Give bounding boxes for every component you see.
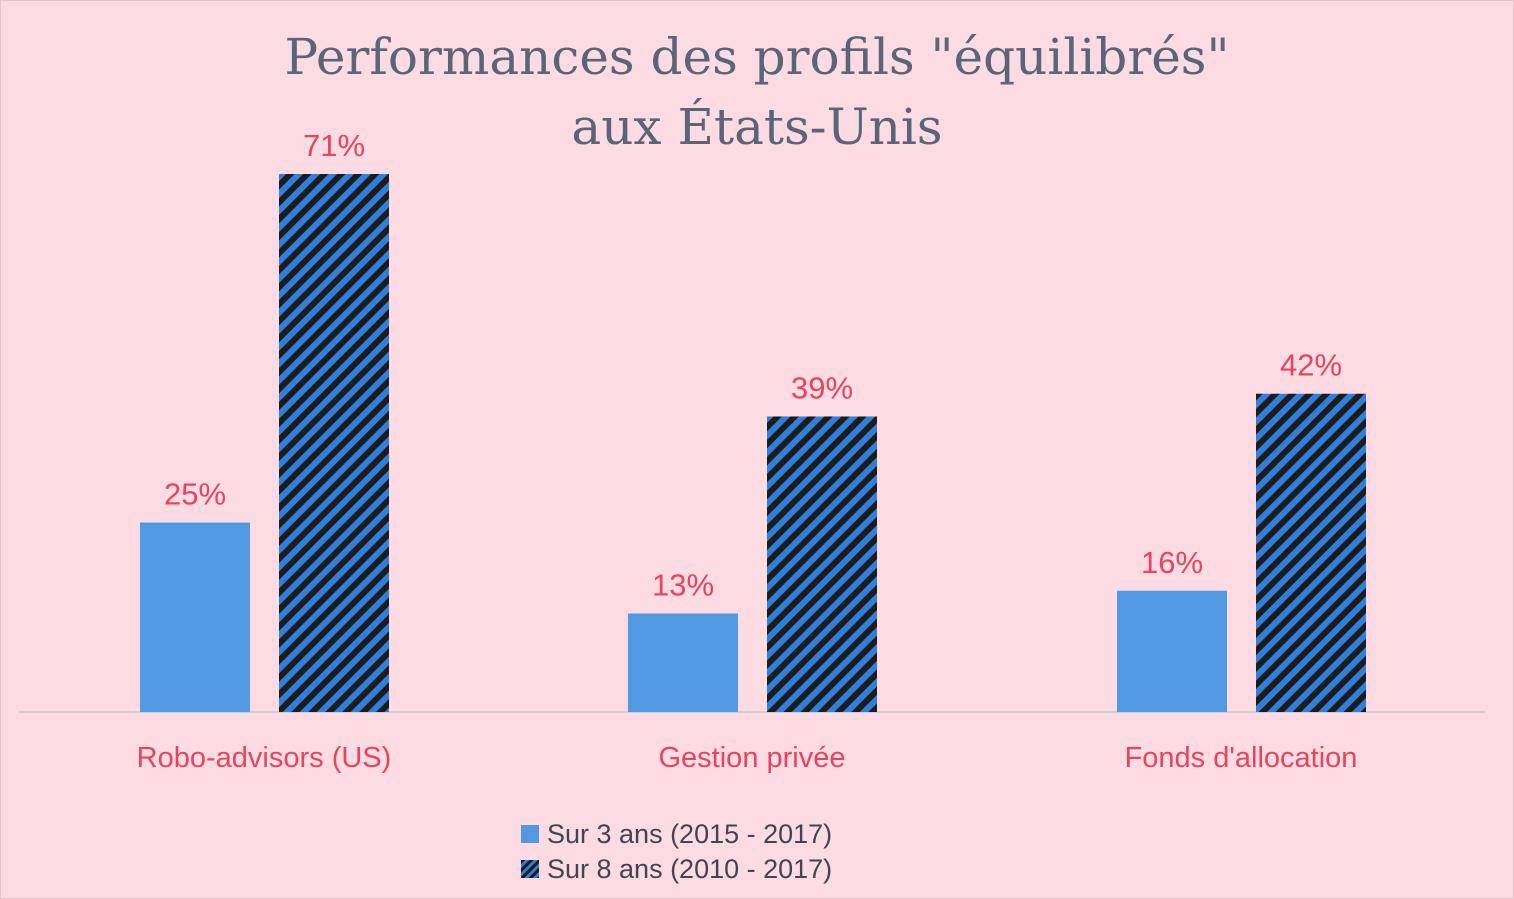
legend-item-3-ans: Sur 3 ans (2015 - 2017) — [521, 817, 832, 851]
data-label-series1-cat1: 25% — [164, 477, 226, 512]
category-label-3: Fonds d'allocation — [1125, 742, 1358, 774]
legend-label: Sur 8 ans (2010 - 2017) — [547, 853, 833, 884]
data-label-series1-cat2: 13% — [652, 567, 714, 602]
legend-swatch-solid — [521, 825, 539, 843]
data-label-series2-cat1: 71% — [303, 128, 365, 163]
chart-title-line-2: aux États-Unis — [571, 98, 943, 156]
bar-series1-cat2 — [628, 613, 738, 712]
bar-series2-cat3 — [1256, 393, 1366, 712]
chart-title-line-1: Performances des profils "équilibrés" — [284, 28, 1230, 86]
category-label-2: Gestion privée — [659, 742, 846, 774]
bar-series2-cat1 — [279, 174, 389, 712]
data-label-series2-cat3: 42% — [1280, 348, 1342, 383]
data-label-series1-cat3: 16% — [1141, 545, 1203, 580]
data-label-series2-cat2: 39% — [791, 370, 853, 405]
legend-label: Sur 3 ans (2015 - 2017) — [547, 818, 833, 849]
bar-series2-cat2 — [767, 416, 877, 712]
legend-swatch-striped — [521, 860, 539, 878]
bar-series1-cat1 — [140, 522, 250, 712]
legend-item-8-ans: Sur 8 ans (2010 - 2017) — [521, 852, 832, 886]
category-label-1: Robo-advisors (US) — [137, 742, 392, 774]
bar-series1-cat3 — [1117, 590, 1227, 712]
